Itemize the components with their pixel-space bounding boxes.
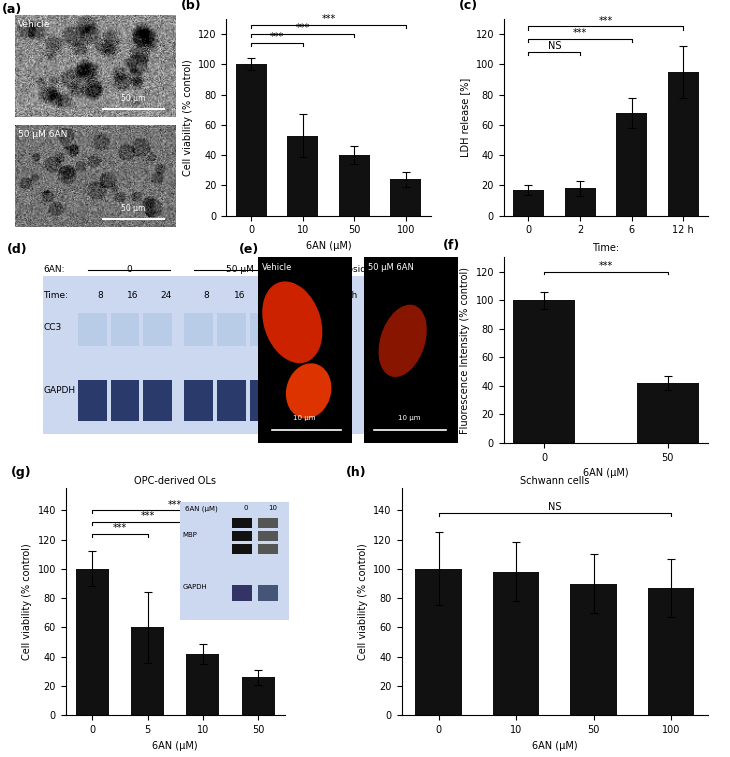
Text: 50 μM 6AN: 50 μM 6AN xyxy=(18,130,67,139)
Text: NS: NS xyxy=(548,503,561,512)
Bar xyxy=(143,380,172,421)
Y-axis label: Fluorescence Intensity (% control): Fluorescence Intensity (% control) xyxy=(460,266,470,434)
Text: (h): (h) xyxy=(346,466,367,478)
Text: 50 μm: 50 μm xyxy=(121,204,145,213)
Text: 6AN:: 6AN: xyxy=(43,265,65,274)
Text: 16: 16 xyxy=(234,291,245,300)
Bar xyxy=(143,313,172,347)
Bar xyxy=(76,569,109,715)
Text: 4 h: 4 h xyxy=(342,291,357,300)
Text: CC3: CC3 xyxy=(43,323,61,332)
Bar xyxy=(309,313,346,347)
Text: (b): (b) xyxy=(181,0,202,12)
Bar xyxy=(184,313,213,347)
Text: (d): (d) xyxy=(7,242,27,256)
Text: (c): (c) xyxy=(458,0,478,12)
Text: ***: *** xyxy=(168,500,182,509)
Text: 50 μM: 50 μM xyxy=(226,265,253,274)
Y-axis label: Cell viability (% control): Cell viability (% control) xyxy=(358,544,368,660)
Bar xyxy=(564,188,596,216)
Text: 16: 16 xyxy=(128,291,139,300)
Text: ***: *** xyxy=(321,14,336,24)
Y-axis label: LDH release [%]: LDH release [%] xyxy=(460,78,470,157)
Bar xyxy=(339,155,370,216)
Text: (e): (e) xyxy=(239,242,259,256)
Text: (a): (a) xyxy=(1,3,22,16)
Bar xyxy=(391,179,421,216)
Bar xyxy=(250,380,278,421)
Text: ***: *** xyxy=(573,28,587,38)
Title: OPC-derived OLs: OPC-derived OLs xyxy=(134,476,216,486)
Bar xyxy=(311,380,339,421)
Text: 10 μm: 10 μm xyxy=(398,415,420,421)
Y-axis label: Cell viability (% control): Cell viability (% control) xyxy=(22,544,32,660)
Text: NS: NS xyxy=(548,42,561,51)
Bar xyxy=(78,380,107,421)
Text: ***: *** xyxy=(599,261,613,271)
Text: (g): (g) xyxy=(11,466,31,478)
Bar xyxy=(186,654,220,715)
Text: (f): (f) xyxy=(442,239,460,252)
Bar xyxy=(668,72,699,216)
Bar xyxy=(78,313,107,347)
Y-axis label: Cell viability (% control): Cell viability (% control) xyxy=(182,59,193,176)
Text: ***: *** xyxy=(599,16,613,26)
Text: 24: 24 xyxy=(160,291,172,300)
Text: Etoposide: Etoposide xyxy=(328,265,372,274)
Bar xyxy=(111,380,139,421)
Text: 24: 24 xyxy=(266,291,278,300)
Text: 8: 8 xyxy=(204,291,210,300)
Title: Schwann cells: Schwann cells xyxy=(520,476,590,486)
X-axis label: 6AN (μM): 6AN (μM) xyxy=(153,740,198,751)
Bar xyxy=(415,569,462,715)
Bar xyxy=(217,313,245,347)
Bar xyxy=(570,584,617,715)
Text: 50 μM 6AN: 50 μM 6AN xyxy=(368,263,414,272)
Ellipse shape xyxy=(379,304,427,377)
X-axis label: 6AN (μM): 6AN (μM) xyxy=(532,740,577,751)
Bar xyxy=(637,383,699,443)
Bar xyxy=(250,313,278,347)
Text: GAPDH: GAPDH xyxy=(43,386,75,395)
Bar xyxy=(616,113,648,216)
Bar xyxy=(513,301,575,443)
Text: 8: 8 xyxy=(98,291,104,300)
Bar xyxy=(513,190,544,216)
Text: Vehicle: Vehicle xyxy=(18,20,50,30)
Bar xyxy=(242,678,274,715)
X-axis label: 6AN (μM): 6AN (μM) xyxy=(583,468,629,478)
Text: Time:: Time: xyxy=(592,243,620,254)
Text: 50 μm: 50 μm xyxy=(121,94,145,103)
Bar xyxy=(184,380,213,421)
Text: ***: *** xyxy=(140,511,155,522)
Ellipse shape xyxy=(262,282,323,363)
Bar xyxy=(287,136,318,216)
Bar xyxy=(236,64,266,216)
Text: Vehicle: Vehicle xyxy=(261,263,292,272)
Text: 50 μM 6AN: 50 μM 6AN xyxy=(579,259,633,269)
Bar xyxy=(493,572,539,715)
Text: ***: *** xyxy=(296,23,310,33)
Text: ***: *** xyxy=(270,33,284,42)
Text: 0: 0 xyxy=(126,265,132,274)
X-axis label: 6AN (μM): 6AN (μM) xyxy=(306,241,351,251)
Bar xyxy=(648,588,694,715)
Bar xyxy=(111,313,139,347)
Bar xyxy=(131,628,164,715)
Text: 10 μm: 10 μm xyxy=(293,415,316,421)
Ellipse shape xyxy=(286,363,331,419)
Text: Time:: Time: xyxy=(43,291,68,300)
Text: ***: *** xyxy=(112,523,127,533)
Bar xyxy=(217,380,245,421)
